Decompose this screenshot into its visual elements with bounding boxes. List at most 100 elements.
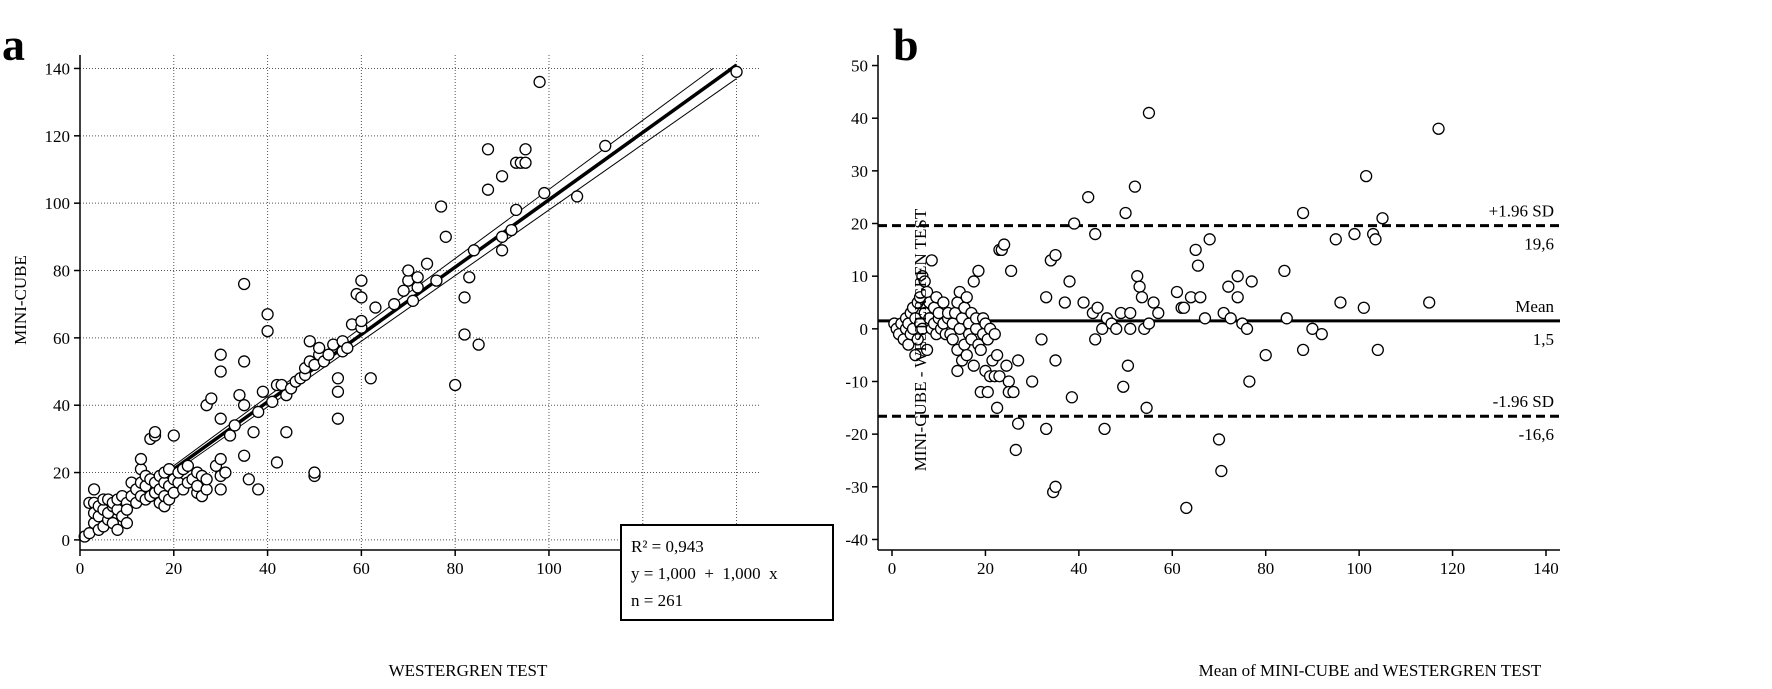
- data-point: [570, 190, 584, 203]
- data-point: [599, 139, 612, 153]
- data-point: [223, 429, 237, 442]
- data-point: [214, 365, 227, 378]
- data-point: [505, 223, 518, 237]
- x-tick-label: 80: [1257, 559, 1274, 578]
- data-point: [322, 348, 335, 361]
- data-point: [406, 294, 420, 307]
- data-point: [1082, 191, 1095, 204]
- data-point: [993, 370, 1006, 383]
- data-point: [1077, 296, 1090, 309]
- data-point: [1306, 322, 1319, 335]
- panel-a-points: [78, 65, 743, 543]
- x-tick-label: 100: [536, 559, 562, 578]
- data-point: [1065, 391, 1079, 404]
- data-point: [214, 412, 227, 425]
- y-tick-label: -30: [845, 478, 868, 497]
- data-point: [1334, 296, 1347, 309]
- data-point: [1026, 375, 1039, 388]
- panel-b-axes: [872, 55, 1560, 556]
- reference-line-value: -16,6: [1519, 425, 1554, 444]
- y-tick-label: 120: [45, 127, 71, 146]
- stats-equation: y = 1,000 + 1,000 x: [631, 564, 778, 583]
- data-point: [509, 203, 523, 217]
- data-point: [538, 186, 551, 200]
- data-point: [1231, 291, 1244, 304]
- reference-line-label: +1.96 SD: [1489, 202, 1554, 221]
- panel-b-tick-labels: 0 20 40 60 80 100 120 140 -40 -30 -20 -10 0 10 20 30 40 5…: [845, 57, 1558, 578]
- data-point: [205, 392, 218, 405]
- data-point: [1432, 122, 1445, 135]
- y-tick-label: 100: [45, 194, 71, 213]
- data-point: [214, 348, 227, 361]
- data-point: [1142, 106, 1156, 120]
- data-point: [1423, 296, 1436, 309]
- panel-a-scatter-plot: a 020406080100120140020406080100120140 W…: [2, 19, 834, 680]
- data-point: [388, 298, 401, 311]
- data-point: [519, 143, 532, 156]
- panel-letter-b: b: [893, 19, 919, 70]
- data-point: [280, 425, 293, 439]
- data-point: [228, 419, 241, 432]
- data-point: [1280, 312, 1293, 325]
- data-point: [331, 372, 345, 385]
- panel-b-bland-altman-plot: b 0 20 40 60 80 100 120 140 -40 -30 -20 -10 0 10 20 30 4…: [845, 19, 1560, 680]
- panel-a-y-axis-label: MINI-CUBE: [11, 255, 30, 345]
- data-point: [937, 296, 950, 309]
- data-point: [87, 483, 101, 496]
- panel-a-x-axis-label: WESTERGREN TEST: [389, 661, 548, 680]
- data-point: [355, 314, 368, 328]
- data-point: [1348, 227, 1361, 241]
- data-point: [134, 452, 148, 466]
- x-tick-label: 20: [165, 559, 182, 578]
- data-point: [1259, 349, 1272, 362]
- panel-b-reference-lines: [878, 224, 1560, 418]
- x-tick-label: 100: [1346, 559, 1372, 578]
- data-point: [1177, 301, 1191, 314]
- data-point: [434, 200, 448, 213]
- data-point: [256, 385, 270, 398]
- y-tick-label: 60: [53, 329, 70, 348]
- data-point: [481, 183, 495, 196]
- reference-line-value: 19,6: [1524, 235, 1554, 254]
- data-point: [1009, 443, 1022, 457]
- data-point: [1140, 401, 1153, 414]
- y-tick-label: -10: [845, 372, 868, 391]
- data-point: [533, 75, 546, 89]
- data-point: [1049, 354, 1062, 367]
- data-point: [200, 483, 213, 496]
- data-point: [1040, 422, 1053, 436]
- data-point: [237, 399, 251, 412]
- data-point: [1049, 480, 1062, 493]
- data-point: [1198, 312, 1212, 325]
- data-point: [1278, 264, 1291, 278]
- data-point: [242, 473, 255, 486]
- data-point: [1357, 301, 1370, 314]
- y-tick-label: 0: [860, 320, 869, 339]
- panel-b-y-axis-label: MINI-CUBE - WESTERGREN TEST: [911, 208, 930, 471]
- data-point: [1152, 306, 1165, 320]
- data-point: [960, 349, 973, 362]
- x-tick-label: 60: [353, 559, 370, 578]
- data-point: [967, 359, 980, 372]
- data-point: [261, 308, 274, 321]
- y-tick-label: 140: [45, 59, 71, 78]
- data-point: [1089, 333, 1102, 346]
- data-point: [909, 349, 922, 362]
- panel-b-points: [888, 106, 1445, 515]
- data-point: [1222, 280, 1235, 293]
- data-point: [120, 503, 134, 516]
- y-tick-label: 50: [851, 57, 868, 76]
- data-point: [1121, 359, 1135, 372]
- data-point: [1058, 296, 1071, 309]
- data-point: [120, 516, 134, 530]
- data-point: [449, 378, 462, 392]
- data-point: [1359, 169, 1373, 183]
- data-point: [1170, 285, 1184, 299]
- data-point: [1147, 296, 1160, 309]
- data-point: [1194, 291, 1207, 304]
- data-point: [1243, 375, 1256, 388]
- y-tick-label: 40: [53, 396, 70, 415]
- data-point: [1189, 243, 1202, 256]
- data-point: [1011, 354, 1025, 367]
